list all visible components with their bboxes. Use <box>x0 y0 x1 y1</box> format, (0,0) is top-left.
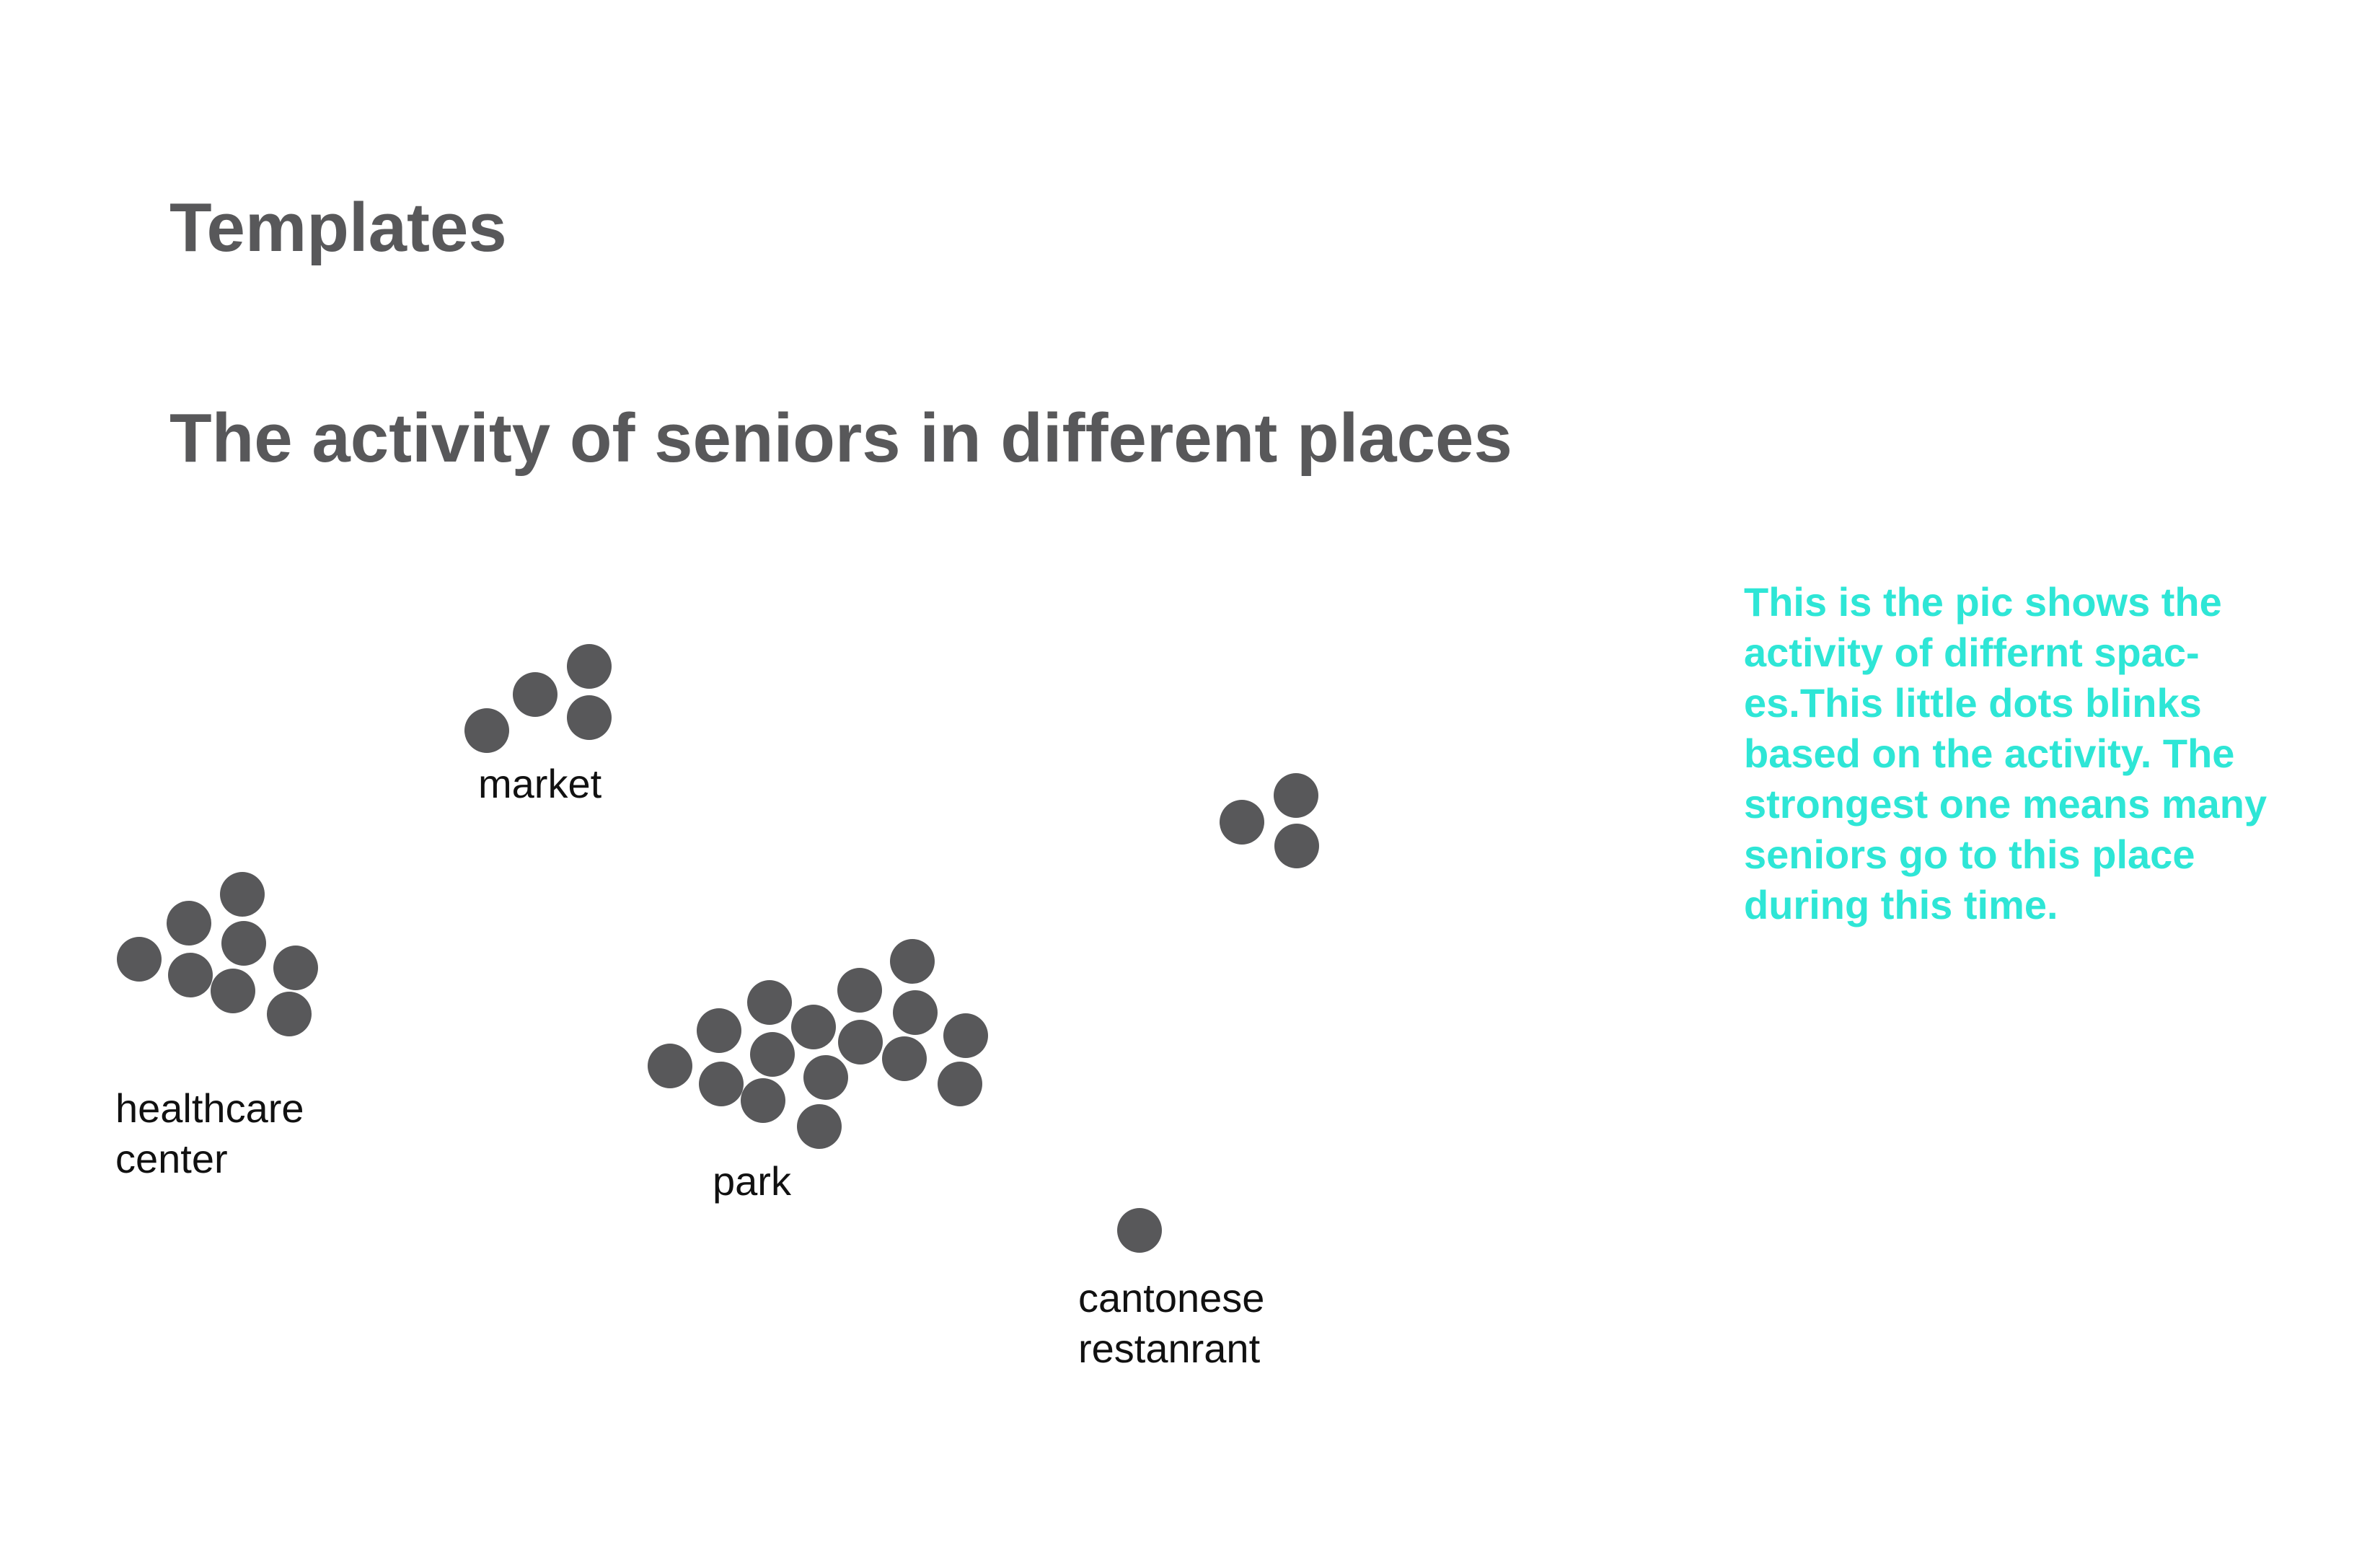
description-line: based on the activity. The <box>1744 731 2235 776</box>
place-label-healthcare-center: healthcare center <box>115 1083 304 1184</box>
place-label-market-line1: market <box>478 761 602 806</box>
place-label-cantonese-restaurant: cantonese restanrant <box>1078 1273 1264 1374</box>
activity-dot <box>567 644 612 689</box>
description-line: This is the pic shows the <box>1744 579 2222 625</box>
section-title: Templates <box>169 189 507 266</box>
place-label-healthcare-line1: healthcare <box>115 1085 304 1131</box>
place-label-cantonese-line2: restanrant <box>1078 1326 1261 1371</box>
activity-dot <box>168 953 213 997</box>
activity-dot <box>464 708 509 753</box>
activity-dot <box>747 980 792 1025</box>
dot-cluster-healthcare-center <box>117 872 318 1036</box>
activity-dot <box>117 937 162 982</box>
dot-cluster-cantonese-restaurant <box>1117 1208 1162 1253</box>
description-text: This is the pic shows the activity of di… <box>1744 577 2335 930</box>
activity-dot <box>697 1008 741 1053</box>
activity-dot <box>1220 800 1264 845</box>
activity-dot <box>1274 824 1319 868</box>
activity-dot <box>893 990 938 1035</box>
activity-dot <box>943 1013 988 1058</box>
activity-dot <box>699 1062 744 1106</box>
activity-dot <box>221 921 266 966</box>
activity-dot <box>837 968 882 1013</box>
activity-dot <box>890 939 935 984</box>
activity-dot <box>220 872 265 917</box>
diagram-title: The activity of seniors in different pla… <box>169 400 1512 477</box>
place-label-healthcare-line2: center <box>115 1136 228 1181</box>
activity-dot <box>273 946 318 990</box>
activity-dot <box>882 1036 927 1081</box>
description-line: activity of differnt spac- <box>1744 630 2200 675</box>
activity-dot <box>567 695 612 740</box>
description-line: seniors go to this place <box>1744 832 2195 877</box>
activity-dot <box>938 1062 982 1106</box>
activity-dot <box>750 1032 795 1077</box>
dot-cluster-unlabeled-place <box>1220 773 1319 868</box>
activity-dot <box>1117 1208 1162 1253</box>
place-label-park: park <box>713 1156 791 1207</box>
activity-dot <box>791 1005 836 1049</box>
activity-dot <box>167 901 211 946</box>
activity-dot <box>513 672 557 717</box>
place-label-park-line1: park <box>713 1158 791 1204</box>
place-label-cantonese-line1: cantonese <box>1078 1275 1265 1321</box>
activity-dot <box>803 1055 848 1100</box>
dot-cluster-market <box>464 644 612 753</box>
description-line: strongest one means many <box>1744 781 2267 827</box>
activity-dot <box>267 992 312 1036</box>
description-line: during this time. <box>1744 882 2058 927</box>
activity-dot <box>741 1078 785 1123</box>
activity-dot <box>211 969 255 1013</box>
activity-dot <box>797 1104 842 1149</box>
description-line: es.This little dots blinks <box>1744 680 2202 726</box>
place-label-market: market <box>478 759 601 809</box>
activity-dot <box>648 1044 692 1088</box>
activity-dot <box>838 1020 883 1065</box>
activity-dot <box>1274 773 1318 818</box>
dot-cluster-park <box>648 939 988 1149</box>
